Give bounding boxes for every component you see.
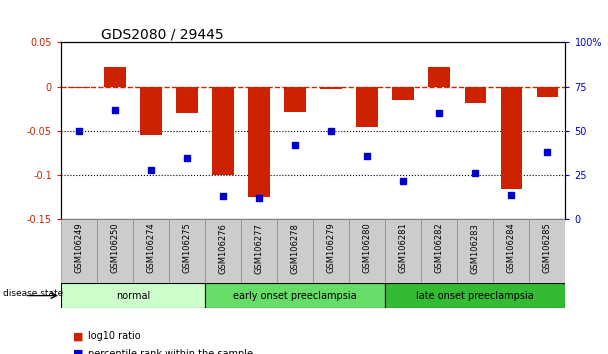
Bar — [212, 87, 234, 175]
Text: GSM106285: GSM106285 — [543, 223, 552, 273]
Text: ■: ■ — [73, 349, 83, 354]
Text: GSM106277: GSM106277 — [255, 223, 263, 274]
Text: GSM106249: GSM106249 — [74, 223, 83, 273]
Text: log10 ratio: log10 ratio — [88, 331, 141, 341]
Text: GSM106282: GSM106282 — [435, 223, 444, 273]
Bar — [277, 219, 313, 283]
Bar — [530, 219, 565, 283]
Text: GDS2080 / 29445: GDS2080 / 29445 — [101, 27, 224, 41]
Bar — [493, 219, 530, 283]
Bar — [313, 219, 349, 283]
Bar — [320, 87, 342, 88]
Text: GSM106280: GSM106280 — [363, 223, 371, 273]
Text: GSM106276: GSM106276 — [218, 223, 227, 274]
Bar — [285, 87, 306, 112]
Text: GSM106275: GSM106275 — [182, 223, 192, 273]
Text: disease state: disease state — [3, 289, 63, 298]
Bar — [169, 219, 205, 283]
Bar — [241, 219, 277, 283]
Text: ■: ■ — [73, 331, 83, 341]
Bar — [68, 87, 89, 88]
Bar — [61, 283, 205, 308]
Bar — [500, 87, 522, 188]
Bar — [176, 87, 198, 113]
Text: GSM106283: GSM106283 — [471, 223, 480, 274]
Text: GSM106281: GSM106281 — [399, 223, 408, 273]
Bar — [205, 219, 241, 283]
Bar — [97, 219, 133, 283]
Bar — [421, 219, 457, 283]
Bar — [61, 219, 97, 283]
Bar — [356, 87, 378, 127]
Text: early onset preeclampsia: early onset preeclampsia — [233, 291, 357, 301]
Text: GSM106250: GSM106250 — [111, 223, 119, 273]
Bar — [465, 87, 486, 103]
Bar — [537, 87, 558, 97]
Bar — [133, 219, 169, 283]
Bar — [140, 87, 162, 136]
Text: GSM106279: GSM106279 — [326, 223, 336, 273]
Bar — [457, 219, 493, 283]
Bar — [104, 67, 126, 87]
Bar — [385, 283, 565, 308]
Bar — [429, 67, 450, 87]
Text: GSM106278: GSM106278 — [291, 223, 300, 274]
Bar — [385, 219, 421, 283]
Text: percentile rank within the sample: percentile rank within the sample — [88, 349, 253, 354]
Text: GSM106274: GSM106274 — [147, 223, 156, 273]
Bar — [248, 87, 270, 198]
Bar — [349, 219, 385, 283]
Bar — [205, 283, 385, 308]
Text: late onset preeclampsia: late onset preeclampsia — [416, 291, 534, 301]
Bar — [392, 87, 414, 100]
Text: GSM106284: GSM106284 — [507, 223, 516, 273]
Text: normal: normal — [116, 291, 150, 301]
